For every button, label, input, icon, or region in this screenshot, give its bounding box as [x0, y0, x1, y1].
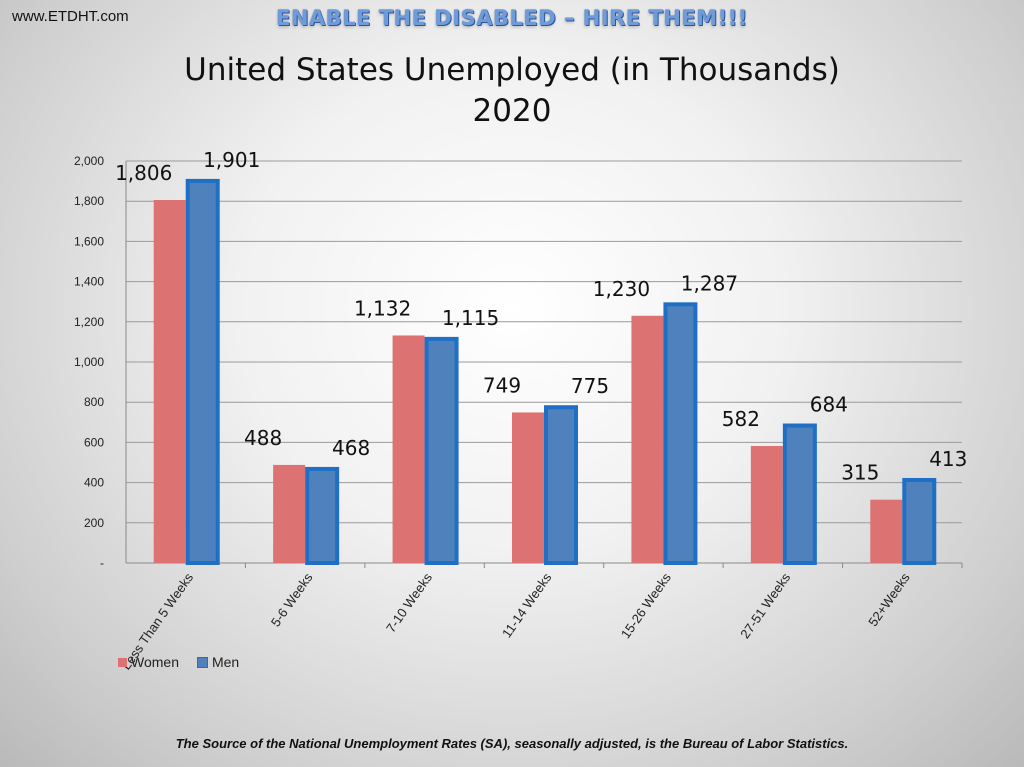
legend-label-men: Men [211, 654, 240, 670]
y-tick-label: 1,400 [74, 275, 104, 289]
x-category-label: 11-14 Weeks [499, 570, 555, 641]
bar-women [512, 412, 544, 563]
bar-men [424, 336, 459, 566]
chart-subtitle: 2020 [472, 92, 552, 129]
data-label-women: 488 [244, 426, 282, 450]
data-label-women: 582 [722, 407, 760, 431]
bar-women [392, 335, 425, 563]
x-category-label: 7-10 Weeks [383, 570, 435, 636]
y-tick-label: 1,600 [74, 234, 104, 248]
y-tick-label: 1,000 [74, 355, 104, 369]
chart-title-block: United States Unemployed (in Thousands) … [0, 50, 1024, 132]
y-tick-label: - [100, 556, 104, 570]
data-label-men: 775 [571, 374, 609, 398]
y-tick-label: 400 [84, 476, 104, 490]
data-label-men: 1,287 [681, 271, 738, 295]
bar-men [902, 477, 937, 565]
bar-women [870, 499, 903, 563]
bar-women [273, 464, 306, 563]
x-category-label: 27-51 Weeks [737, 570, 793, 642]
legend-item-men: Men [196, 654, 240, 670]
bar-women [750, 446, 783, 563]
y-tick-label: 1,200 [74, 315, 104, 329]
data-label-men: 468 [332, 436, 370, 460]
site-url: www.ETDHT.com [12, 8, 129, 25]
data-label-men: 684 [810, 393, 848, 417]
chart-title: United States Unemployed (in Thousands) [184, 52, 840, 88]
bar-men [782, 423, 817, 565]
banner-headline: ENABLE THE DISABLED – HIRE THEM!!! [276, 6, 748, 30]
bar-men [663, 302, 698, 565]
chart-legend: Women Men [118, 654, 239, 670]
y-tick-label: 800 [84, 395, 104, 409]
bar-men [185, 178, 220, 566]
data-label-women: 1,132 [354, 296, 411, 320]
data-label-men: 1,115 [442, 306, 499, 330]
data-label-women: 1,230 [593, 277, 650, 301]
data-label-men: 413 [929, 447, 967, 471]
x-category-label: 5-6 Weeks [268, 570, 316, 630]
data-label-men: 1,901 [203, 148, 260, 172]
bar-men [544, 405, 578, 565]
legend-swatch-women [118, 657, 127, 667]
legend-swatch-men [196, 656, 208, 668]
bar-women [153, 199, 186, 563]
x-category-label: 52+Weeks [865, 570, 913, 629]
bar-women [631, 315, 664, 563]
x-category-label: 15-26 Weeks [618, 570, 674, 642]
source-note: The Source of the National Unemployment … [175, 736, 849, 751]
bar-men [305, 466, 340, 566]
y-tick-label: 2,000 [74, 154, 104, 168]
y-tick-label: 600 [84, 435, 104, 449]
legend-label-women: Women [131, 654, 179, 670]
data-label-women: 1,806 [115, 161, 172, 185]
data-label-women: 749 [483, 373, 521, 397]
y-tick-label: 1,800 [74, 194, 104, 208]
legend-item-women: Women [118, 654, 179, 670]
y-tick-label: 200 [84, 516, 104, 530]
data-label-women: 315 [841, 461, 879, 485]
